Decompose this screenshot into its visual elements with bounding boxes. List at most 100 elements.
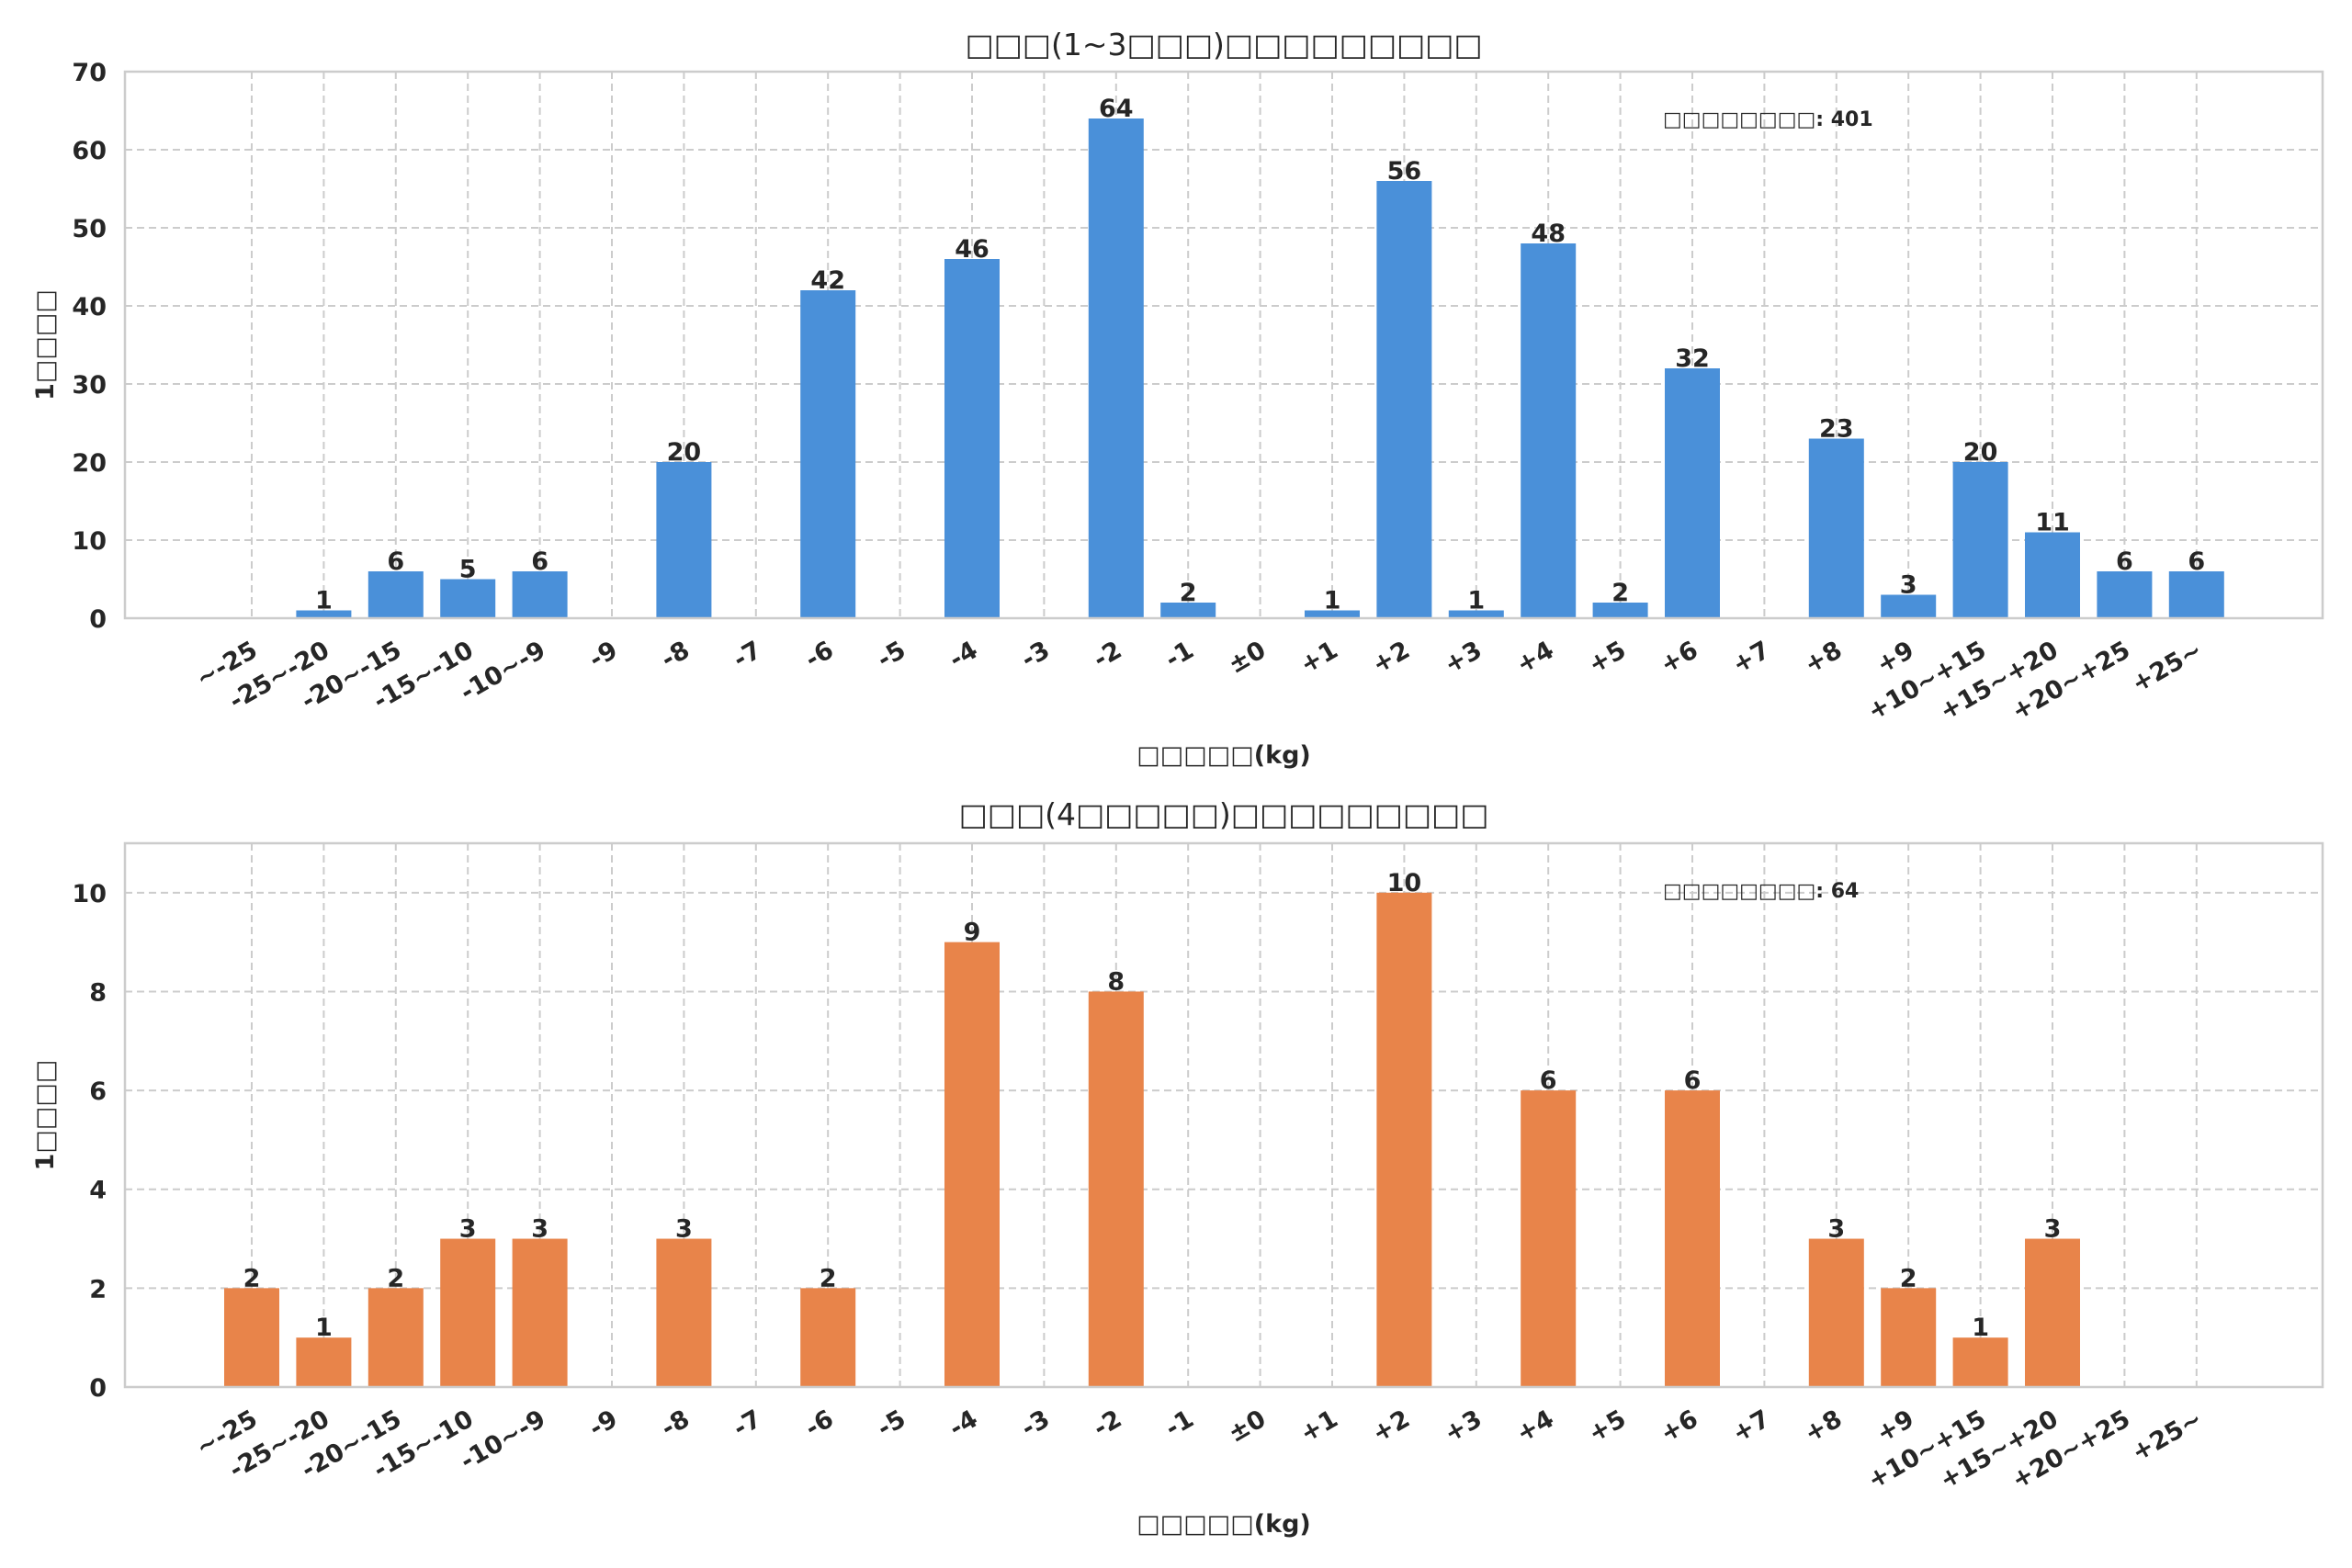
data-label: 6 [2188, 547, 2205, 576]
data-label: 48 [1531, 220, 1566, 248]
data-label: 1 [315, 1314, 333, 1342]
bar--6 [800, 290, 856, 618]
x-tick-label: -7 [729, 636, 766, 674]
bar--25~-20 [296, 1337, 352, 1387]
y-tick-label: 2 [89, 1275, 107, 1303]
axes-frame [123, 841, 2324, 1389]
x-tick-label: +6 [1656, 1404, 1702, 1449]
data-label: 2 [1611, 579, 1629, 607]
x-tick-label: -2 [1089, 636, 1126, 674]
x-axis-label: □□□□□(kg) [1136, 1510, 1311, 1539]
data-label: 6 [531, 547, 548, 576]
y-tick-label: 4 [89, 1177, 107, 1205]
y-tick-label: 10 [72, 880, 107, 908]
bar-+20~+25 [2097, 571, 2153, 618]
x-tick-label: -9 [584, 636, 622, 674]
x-tick-label: -1 [1160, 636, 1198, 674]
y-tick-label: 60 [72, 137, 107, 165]
data-label: 46 [955, 235, 989, 264]
x-tick-label: -3 [1016, 636, 1054, 674]
x-tick-label: -6 [800, 636, 838, 674]
x-tick-label: +4 [1511, 1404, 1558, 1449]
data-label: 10 [1387, 869, 1422, 897]
bar--8 [656, 462, 712, 618]
bar--15~-10 [440, 579, 496, 618]
bar--2 [1088, 991, 1144, 1387]
bar--6 [800, 1288, 856, 1387]
x-tick-label: -5 [873, 1404, 910, 1443]
x-tick-label: +25~ [2127, 636, 2207, 698]
bar--15~-10 [440, 1238, 496, 1387]
data-label: 3 [1827, 1215, 1845, 1244]
x-tick-label: -5 [873, 636, 910, 674]
y-tick-label: 10 [72, 527, 107, 556]
x-tick-label: -4 [944, 1404, 982, 1443]
bar-+4 [1521, 1090, 1577, 1387]
data-label: 23 [1819, 415, 1854, 444]
data-label: 1 [1324, 587, 1341, 615]
x-tick-label: ±0 [1224, 636, 1271, 680]
bar-+9 [1881, 1288, 1937, 1387]
data-label: 3 [1900, 571, 1917, 600]
x-tick-label: -3 [1016, 1404, 1054, 1443]
data-label: 20 [1963, 438, 1998, 467]
bar-+6 [1665, 1090, 1720, 1387]
x-tick-label: +3 [1440, 636, 1487, 680]
data-label: 32 [1675, 344, 1710, 373]
data-label: 6 [387, 547, 404, 576]
x-tick-label: -8 [656, 636, 694, 674]
y-axis-label: 1□□□□ [31, 289, 60, 400]
bar-+1 [1305, 610, 1360, 618]
data-label: 1 [1972, 1314, 1989, 1342]
x-tick-label: +5 [1584, 636, 1631, 680]
x-tick-label: +8 [1800, 1404, 1847, 1449]
bar--4 [944, 259, 1000, 618]
bar-+4 [1521, 243, 1577, 618]
y-tick-label: 20 [72, 449, 107, 478]
x-tick-label: +8 [1800, 636, 1847, 680]
x-axis-label: □□□□□(kg) [1136, 741, 1311, 770]
x-tick-label: -6 [800, 1404, 838, 1443]
x-tick-label: -9 [584, 1404, 622, 1443]
data-label: 2 [387, 1264, 404, 1292]
data-label: 42 [810, 266, 845, 295]
x-tick-label: +1 [1295, 1404, 1342, 1449]
bar-+15~+20 [2025, 532, 2080, 618]
bar-+6 [1665, 368, 1720, 618]
x-tick-label: +2 [1368, 1404, 1415, 1449]
data-label: 8 [1107, 967, 1125, 996]
x-tick-label: +4 [1511, 636, 1558, 680]
bar--1 [1160, 603, 1216, 618]
data-label: 64 [1099, 95, 1134, 123]
axes-frame [123, 70, 2324, 620]
data-label: 11 [2035, 509, 2070, 537]
data-label: 20 [667, 438, 702, 467]
bar-+15~+20 [2025, 1238, 2080, 1387]
data-label: 6 [2116, 547, 2133, 576]
x-tick-label: -8 [656, 1404, 694, 1443]
data-label: 2 [820, 1264, 837, 1292]
bar-+10~+15 [1952, 462, 2008, 618]
bar--10~-9 [512, 1238, 568, 1387]
data-label: 9 [964, 919, 981, 947]
x-tick-label: +2 [1368, 636, 1415, 680]
bar--25~-20 [296, 610, 352, 618]
bar--10~-9 [512, 571, 568, 618]
x-tick-label: -2 [1089, 1404, 1126, 1443]
y-tick-label: 0 [89, 1374, 107, 1403]
data-label: 1 [1467, 587, 1485, 615]
x-tick-label: +3 [1440, 1404, 1487, 1449]
bar--8 [656, 1238, 712, 1387]
x-tick-label: +1 [1295, 636, 1342, 680]
data-label: 1 [315, 587, 333, 615]
x-tick-label: -7 [729, 1404, 766, 1443]
x-tick-label: +5 [1584, 1404, 1631, 1449]
bar--20~-15 [368, 571, 424, 618]
bar--2 [1088, 118, 1144, 618]
x-tick-label: +7 [1728, 636, 1775, 680]
data-label: 3 [2044, 1215, 2062, 1244]
x-tick-label: ±0 [1224, 1404, 1271, 1449]
bar-~-25 [224, 1288, 279, 1387]
